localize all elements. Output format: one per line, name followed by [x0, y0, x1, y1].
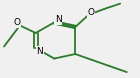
Text: N: N	[36, 47, 43, 56]
Text: O: O	[14, 18, 21, 27]
Text: O: O	[88, 8, 95, 17]
Text: N: N	[55, 15, 61, 24]
